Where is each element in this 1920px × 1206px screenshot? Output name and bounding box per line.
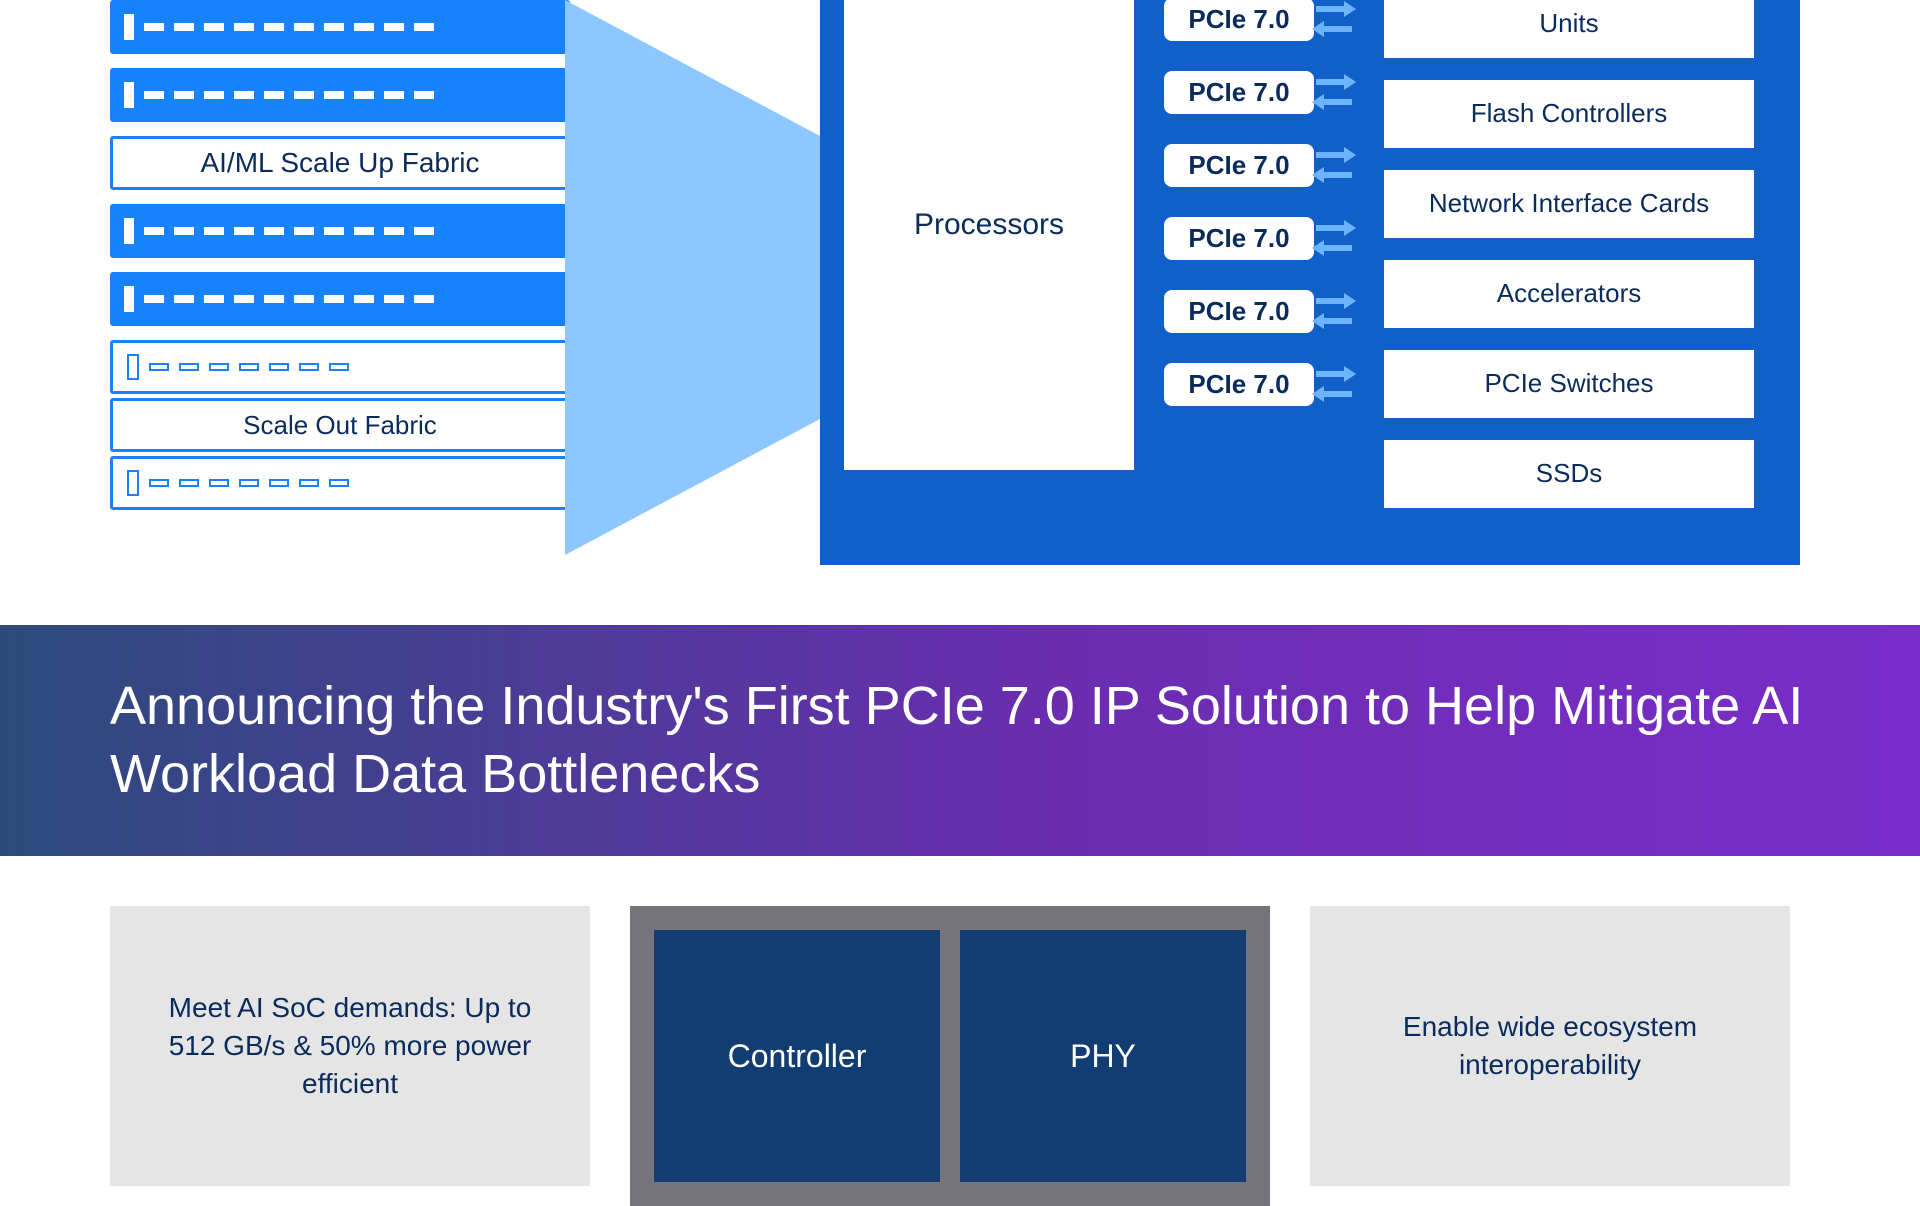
rack-unit — [110, 68, 570, 122]
bidir-arrow-icon — [1314, 365, 1358, 405]
peripheral-nics: Network Interface Cards — [1384, 170, 1754, 238]
peripheral-ssds: SSDs — [1384, 440, 1754, 508]
peripheral-units: Units — [1384, 0, 1754, 58]
peripheral-accelerators: Accelerators — [1384, 260, 1754, 328]
pcie-label: PCIe 7.0 — [1188, 296, 1289, 326]
bidir-arrow-icon — [1314, 219, 1358, 259]
pcie-column: PCIe 7.0 PCIe 7.0 PCIe 7.0 PCIe 7.0 PCIe… — [1164, 0, 1314, 541]
processors-box: Processors — [844, 0, 1134, 470]
pcie-chip: PCIe 7.0 — [1164, 0, 1314, 41]
phy-box: PHY — [960, 930, 1246, 1182]
peripheral-flash-controllers: Flash Controllers — [1384, 80, 1754, 148]
pcie-chip: PCIe 7.0 — [1164, 71, 1314, 114]
pcie-label: PCIe 7.0 — [1188, 223, 1289, 253]
scale-out-fabric-label: Scale Out Fabric — [110, 398, 570, 452]
scale-up-fabric-label: AI/ML Scale Up Fabric — [110, 136, 570, 190]
rack-unit — [110, 0, 570, 54]
bottom-section: Meet AI SoC demands: Up to 512 GB/s & 50… — [0, 856, 1920, 1206]
rack-unit — [110, 272, 570, 326]
top-diagram: AI/ML Scale Up Fabric Scale Out Fabric P… — [0, 0, 1920, 575]
pcie-label: PCIe 7.0 — [1188, 150, 1289, 180]
peripheral-pcie-switches: PCIe Switches — [1384, 350, 1754, 418]
pcie-label: PCIe 7.0 — [1188, 369, 1289, 399]
right-benefit-card: Enable wide ecosystem interoperability — [1310, 906, 1790, 1186]
controller-box: Controller — [654, 930, 940, 1182]
ip-block: Controller PHY — [630, 906, 1270, 1206]
bidir-arrow-icon — [1314, 292, 1358, 332]
announcement-banner: Announcing the Industry's First PCIe 7.0… — [0, 625, 1920, 856]
rack-unit-outline — [110, 456, 570, 510]
pcie-label: PCIe 7.0 — [1188, 4, 1289, 34]
pcie-chip: PCIe 7.0 — [1164, 290, 1314, 333]
bidir-arrow-icon — [1314, 73, 1358, 113]
scale-out-text: Scale Out Fabric — [243, 410, 437, 441]
pcie-chip: PCIe 7.0 — [1164, 144, 1314, 187]
pcie-chip: PCIe 7.0 — [1164, 363, 1314, 406]
pcie-chip: PCIe 7.0 — [1164, 217, 1314, 260]
server-rack: AI/ML Scale Up Fabric Scale Out Fabric — [110, 0, 570, 575]
rack-unit-outline — [110, 340, 570, 394]
bidir-arrow-icon — [1314, 0, 1358, 40]
peripherals-column: Units Flash Controllers Network Interfac… — [1384, 0, 1754, 541]
bidir-arrow-icon — [1314, 146, 1358, 186]
pcie-block: Processors PCIe 7.0 PCIe 7.0 PCIe 7.0 PC… — [820, 0, 1800, 565]
left-benefit-card: Meet AI SoC demands: Up to 512 GB/s & 50… — [110, 906, 590, 1186]
rack-unit — [110, 204, 570, 258]
pcie-label: PCIe 7.0 — [1188, 77, 1289, 107]
